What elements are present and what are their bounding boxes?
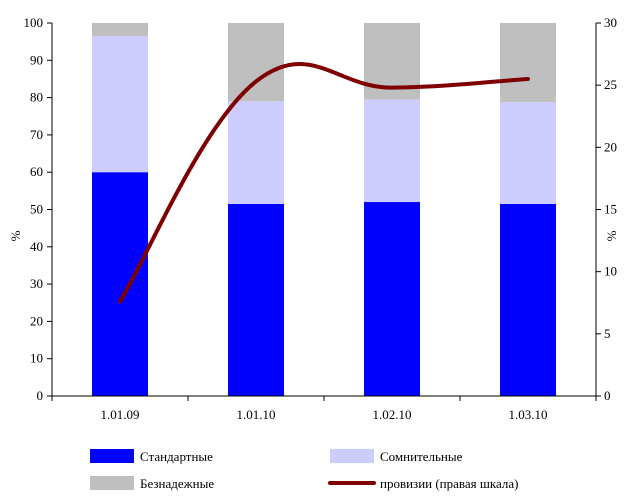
ticks-layer: 0 10 20 30 40 50 60 70 80 90 100 0 5 10 15 20 25 30 1.01.0… bbox=[24, 15, 618, 422]
left-tick-label: 100 bbox=[24, 15, 44, 30]
right-y-axis-title: % bbox=[604, 230, 619, 241]
bar-3-1.03.10 bbox=[500, 23, 556, 103]
x-tick-label: 1.02.10 bbox=[373, 407, 412, 422]
left-tick-label: 10 bbox=[30, 351, 43, 366]
bar-1-1.01.10 bbox=[228, 203, 284, 396]
bar-1-1.01.09 bbox=[92, 172, 148, 396]
legend-swatch-3 bbox=[90, 476, 134, 490]
legend-label-2: Сомнительные bbox=[380, 449, 463, 464]
bar-2-1.01.10 bbox=[228, 101, 284, 204]
right-tick-label: 10 bbox=[604, 264, 617, 279]
line-provisions bbox=[118, 62, 530, 304]
bar-1-1.02.10 bbox=[364, 202, 420, 396]
legend-label-4: провизии (правая шкала) bbox=[380, 476, 518, 491]
x-tick-label: 1.01.09 bbox=[101, 407, 140, 422]
legend-label-1: Стандартные bbox=[140, 449, 213, 464]
right-tick-label: 30 bbox=[604, 15, 617, 30]
right-tick-label: 15 bbox=[604, 202, 617, 217]
bar-2-1.03.10 bbox=[500, 102, 556, 204]
left-tick-label: 0 bbox=[37, 388, 44, 403]
legend-swatch-1 bbox=[90, 449, 134, 463]
bar-3-1.01.10 bbox=[228, 23, 284, 102]
x-tick-label: 1.01.10 bbox=[237, 407, 276, 422]
bar-2-1.01.09 bbox=[92, 36, 148, 173]
legend-swatch-2 bbox=[330, 449, 374, 463]
left-tick-label: 40 bbox=[30, 239, 43, 254]
right-tick-label: 0 bbox=[604, 388, 611, 403]
right-tick-label: 5 bbox=[604, 326, 611, 341]
left-tick-label: 70 bbox=[30, 127, 43, 142]
left-tick-label: 20 bbox=[30, 313, 43, 328]
bar-3-1.01.09 bbox=[92, 23, 148, 37]
left-tick-label: 60 bbox=[30, 164, 43, 179]
right-tick-label: 20 bbox=[604, 139, 617, 154]
left-y-axis-title: % bbox=[8, 230, 23, 241]
left-tick-label: 90 bbox=[30, 52, 43, 67]
bars-layer bbox=[92, 23, 556, 396]
left-tick-label: 30 bbox=[30, 276, 43, 291]
line-layer bbox=[118, 62, 530, 304]
left-tick-label: 80 bbox=[30, 90, 43, 105]
left-tick-label: 50 bbox=[30, 202, 43, 217]
bar-2-1.02.10 bbox=[364, 99, 420, 203]
legend: Стандартные Сомнительные Безнадежные провиз… bbox=[90, 449, 518, 491]
legend-label-3: Безнадежные bbox=[140, 476, 214, 491]
x-tick-label: 1.03.10 bbox=[509, 407, 548, 422]
right-tick-label: 25 bbox=[604, 77, 617, 92]
bar-1-1.03.10 bbox=[500, 203, 556, 396]
